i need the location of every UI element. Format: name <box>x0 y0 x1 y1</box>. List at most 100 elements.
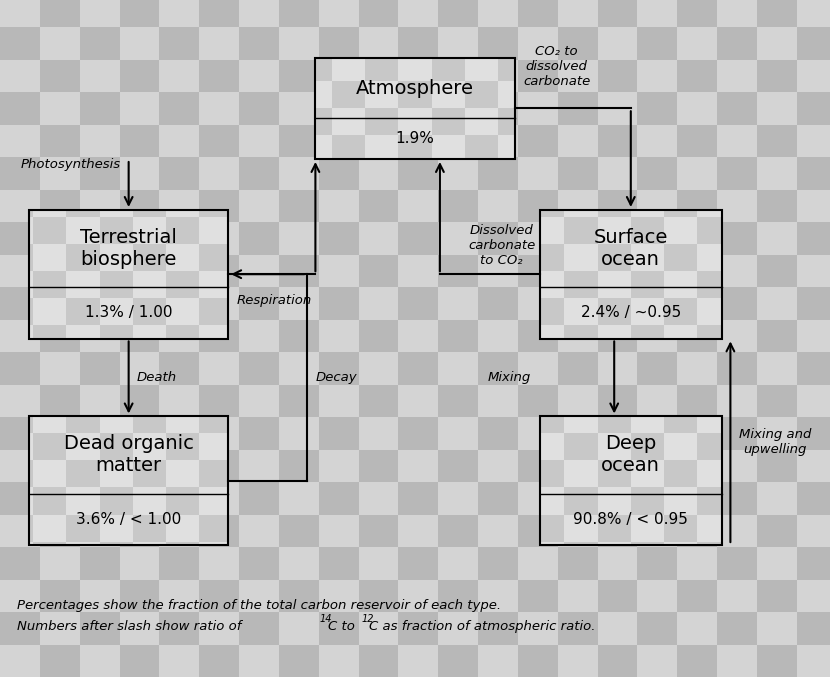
Bar <box>279 417 319 450</box>
Bar <box>239 125 279 157</box>
Bar <box>717 92 757 125</box>
Bar <box>80 547 120 580</box>
Bar <box>558 612 598 645</box>
Bar <box>319 190 359 222</box>
Bar <box>677 0 717 27</box>
Bar <box>40 157 80 190</box>
Bar <box>80 450 120 482</box>
Bar <box>558 287 598 320</box>
Bar <box>319 287 359 320</box>
Bar <box>398 81 432 108</box>
Bar <box>332 58 365 81</box>
Bar <box>438 482 478 515</box>
Bar <box>199 612 239 645</box>
Bar <box>677 612 717 645</box>
Bar <box>315 58 515 159</box>
Bar <box>478 60 518 92</box>
Bar <box>40 125 80 157</box>
Bar <box>598 515 631 542</box>
Bar <box>398 645 438 677</box>
Bar <box>80 157 120 190</box>
Bar <box>319 482 359 515</box>
Bar <box>398 92 438 125</box>
Bar <box>159 320 199 352</box>
Bar <box>279 222 319 255</box>
Bar <box>319 612 359 645</box>
Bar <box>279 612 319 645</box>
Bar <box>66 298 100 325</box>
Bar <box>365 135 398 159</box>
Bar <box>133 217 166 244</box>
Bar <box>598 612 637 645</box>
Bar <box>564 487 598 515</box>
Bar <box>166 217 199 244</box>
Bar <box>159 385 199 417</box>
Bar <box>40 482 80 515</box>
Bar <box>159 612 199 645</box>
Bar <box>797 612 830 645</box>
Bar <box>598 547 637 580</box>
Bar <box>319 222 359 255</box>
Bar <box>159 27 199 60</box>
Bar <box>797 157 830 190</box>
Bar <box>518 222 558 255</box>
Bar <box>717 27 757 60</box>
Bar <box>359 0 398 27</box>
Bar <box>80 27 120 60</box>
Bar <box>66 325 100 338</box>
Bar <box>66 244 100 271</box>
Bar <box>478 222 518 255</box>
Bar <box>359 92 398 125</box>
Bar <box>757 255 797 287</box>
Bar <box>558 0 598 27</box>
Bar <box>66 271 100 298</box>
Bar <box>598 190 637 222</box>
Bar <box>199 482 239 515</box>
Bar <box>598 460 631 487</box>
Bar <box>40 515 80 547</box>
Bar <box>797 287 830 320</box>
Bar <box>120 612 159 645</box>
Bar <box>199 298 228 325</box>
Bar <box>677 385 717 417</box>
Bar <box>797 385 830 417</box>
Bar <box>558 515 598 547</box>
Bar <box>319 60 359 92</box>
Bar <box>0 450 40 482</box>
Bar <box>239 417 279 450</box>
Bar <box>540 244 564 271</box>
Bar <box>0 580 40 612</box>
Bar <box>0 157 40 190</box>
Bar <box>438 92 478 125</box>
Bar <box>166 210 199 217</box>
Bar <box>697 298 722 325</box>
Bar <box>797 92 830 125</box>
Bar <box>0 255 40 287</box>
Bar <box>120 320 159 352</box>
Bar <box>100 433 133 460</box>
Bar <box>332 135 365 159</box>
Bar <box>598 320 637 352</box>
Bar <box>279 157 319 190</box>
Text: C to: C to <box>328 619 359 633</box>
Bar <box>478 547 518 580</box>
Bar <box>677 157 717 190</box>
Bar <box>279 0 319 27</box>
Bar <box>315 58 332 81</box>
Bar <box>159 515 199 547</box>
Bar <box>120 27 159 60</box>
Bar <box>239 385 279 417</box>
Bar <box>120 515 159 547</box>
Bar <box>637 352 677 385</box>
Bar <box>797 222 830 255</box>
Bar <box>133 433 166 460</box>
Bar <box>518 645 558 677</box>
Text: Deep
ocean: Deep ocean <box>602 435 660 475</box>
Bar <box>80 352 120 385</box>
Bar <box>239 190 279 222</box>
Bar <box>29 298 33 325</box>
Bar <box>438 157 478 190</box>
Bar <box>279 515 319 547</box>
Bar <box>29 460 33 487</box>
Bar <box>598 0 637 27</box>
